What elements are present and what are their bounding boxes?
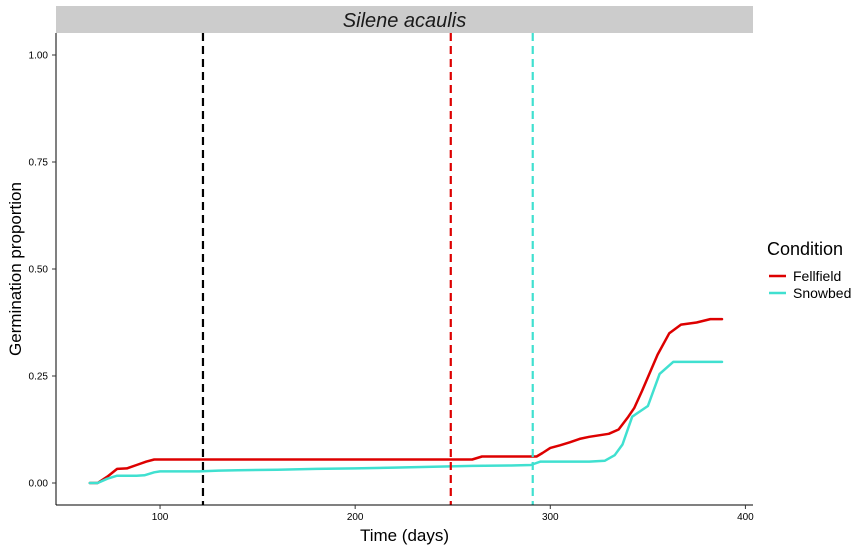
y-axis-title: Germination proportion	[6, 182, 25, 356]
facet-title: Silene acaulis	[343, 10, 466, 32]
x-tick-label: 200	[347, 512, 364, 523]
x-tick-label: 100	[152, 512, 169, 523]
plot-panel	[88, 33, 724, 505]
x-tick-label: 300	[542, 512, 559, 523]
y-tick-label: 1.00	[29, 51, 49, 62]
x-axis-ticks: 100 200 300 400	[152, 505, 754, 523]
y-tick-label: 0.75	[29, 158, 49, 169]
legend-label-fellfield: Fellfield	[793, 268, 841, 284]
x-tick-label: 400	[737, 512, 754, 523]
y-tick-label: 0.00	[29, 479, 49, 490]
legend: Condition Fellfield Snowbed	[767, 239, 851, 301]
legend-label-snowbed: Snowbed	[793, 285, 851, 301]
legend-title: Condition	[767, 239, 843, 259]
y-tick-label: 0.50	[29, 265, 49, 276]
y-tick-label: 0.25	[29, 372, 49, 383]
x-axis-title: Time (days)	[360, 526, 449, 545]
series-line-snowbed	[88, 360, 724, 485]
y-axis-ticks: 0.00 0.25 0.50 0.75 1.00	[29, 51, 56, 490]
facet-strip	[56, 6, 753, 33]
series-line-fellfield	[88, 317, 724, 485]
